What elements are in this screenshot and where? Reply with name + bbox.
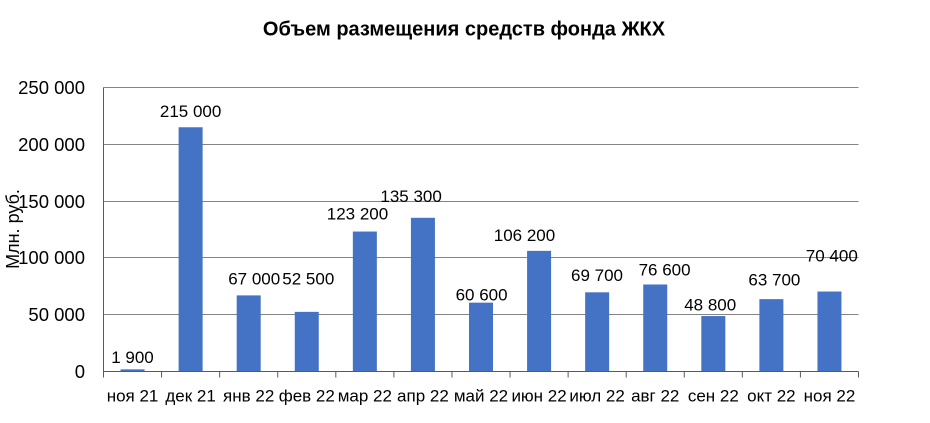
svg-text:дек 21: дек 21 bbox=[165, 387, 215, 406]
svg-text:135 300: 135 300 bbox=[380, 187, 441, 206]
svg-text:ноя 21: ноя 21 bbox=[107, 387, 159, 406]
svg-text:1 900: 1 900 bbox=[111, 348, 154, 367]
svg-text:июн 22: июн 22 bbox=[511, 387, 566, 406]
svg-text:76 600: 76 600 bbox=[639, 261, 691, 280]
svg-text:123 200: 123 200 bbox=[327, 205, 388, 224]
svg-text:48 800: 48 800 bbox=[684, 296, 736, 315]
svg-text:215 000: 215 000 bbox=[160, 102, 221, 121]
svg-text:янв 22: янв 22 bbox=[223, 387, 274, 406]
svg-text:0: 0 bbox=[75, 361, 85, 382]
svg-text:Млн. руб.: Млн. руб. bbox=[3, 189, 23, 269]
svg-text:70 400: 70 400 bbox=[806, 246, 858, 265]
svg-text:200 000: 200 000 bbox=[18, 134, 85, 155]
svg-text:авг 22: авг 22 bbox=[631, 387, 679, 406]
svg-text:май 22: май 22 bbox=[454, 387, 508, 406]
svg-text:сен 22: сен 22 bbox=[688, 387, 739, 406]
svg-text:апр 22: апр 22 bbox=[397, 387, 449, 406]
svg-text:69 700: 69 700 bbox=[571, 266, 623, 285]
svg-text:июл 22: июл 22 bbox=[569, 387, 624, 406]
svg-text:67 000: 67 000 bbox=[228, 270, 280, 289]
svg-text:52 500: 52 500 bbox=[282, 270, 334, 289]
svg-text:250 000: 250 000 bbox=[18, 77, 85, 98]
svg-text:мар 22: мар 22 bbox=[338, 387, 392, 406]
svg-text:фев 22: фев 22 bbox=[279, 387, 335, 406]
svg-text:60 600: 60 600 bbox=[456, 286, 508, 305]
svg-text:150 000: 150 000 bbox=[18, 191, 85, 212]
svg-text:50 000: 50 000 bbox=[28, 304, 85, 325]
svg-text:63 700: 63 700 bbox=[748, 270, 800, 289]
svg-text:100 000: 100 000 bbox=[18, 247, 85, 268]
svg-text:ноя 22: ноя 22 bbox=[804, 387, 856, 406]
svg-text:Объем размещения средств фонда: Объем размещения средств фонда ЖКХ bbox=[263, 19, 666, 41]
svg-text:106 200: 106 200 bbox=[494, 226, 555, 245]
svg-text:окт 22: окт 22 bbox=[747, 387, 796, 406]
